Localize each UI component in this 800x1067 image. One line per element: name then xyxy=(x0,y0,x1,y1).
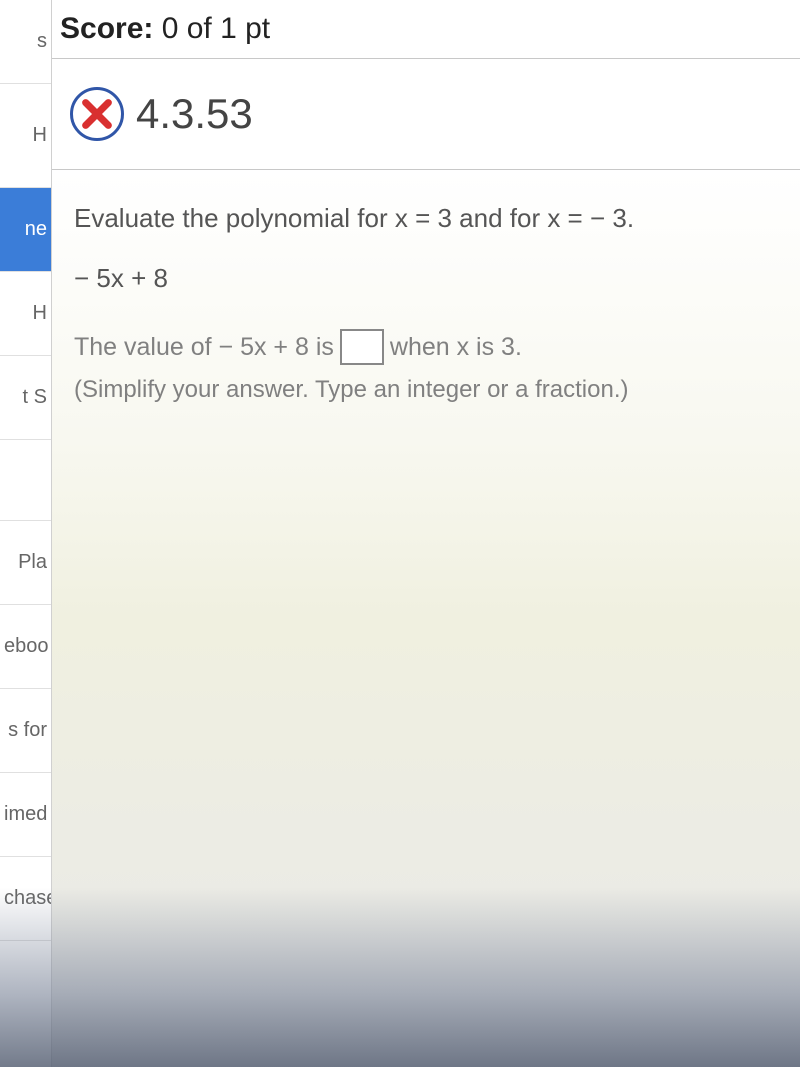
problem-area: Evaluate the polynomial for x = 3 and fo… xyxy=(52,170,800,1067)
sidebar-item[interactable]: chase xyxy=(0,857,51,941)
score-label: Score: xyxy=(60,12,153,45)
answer-line: The value of − 5x + 8 is when x is 3. xyxy=(74,327,778,367)
answer-hint: (Simplify your answer. Type an integer o… xyxy=(74,371,778,409)
sidebar-item[interactable]: imed xyxy=(0,773,51,857)
sidebar-item[interactable]: s xyxy=(0,0,51,84)
sidebar-item[interactable]: ne xyxy=(0,188,51,272)
sidebar-item[interactable]: H xyxy=(0,84,51,188)
sidebar: s H ne H t S Pla eboo s for imed chase xyxy=(0,0,52,1067)
main-content: Score: 0 of 1 pt 4.3.53 Evaluate the pol… xyxy=(52,0,800,1067)
problem-expression: − 5x + 8 xyxy=(74,258,778,300)
answer-input[interactable] xyxy=(340,329,384,365)
answer-prefix: The value of − 5x + 8 is xyxy=(74,327,334,367)
score-row: Score: 0 of 1 pt xyxy=(52,0,800,59)
sidebar-item[interactable]: Pla xyxy=(0,521,51,605)
incorrect-icon xyxy=(70,87,124,141)
question-header: 4.3.53 xyxy=(52,59,800,170)
sidebar-item[interactable] xyxy=(0,440,51,521)
sidebar-item[interactable]: H xyxy=(0,272,51,356)
question-number: 4.3.53 xyxy=(136,90,253,138)
sidebar-item[interactable]: t S xyxy=(0,356,51,440)
sidebar-item[interactable]: s for xyxy=(0,689,51,773)
score-value: 0 of 1 pt xyxy=(162,12,270,45)
problem-instruction: Evaluate the polynomial for x = 3 and fo… xyxy=(74,198,778,240)
sidebar-item[interactable]: eboo xyxy=(0,605,51,689)
answer-suffix: when x is 3. xyxy=(390,327,522,367)
